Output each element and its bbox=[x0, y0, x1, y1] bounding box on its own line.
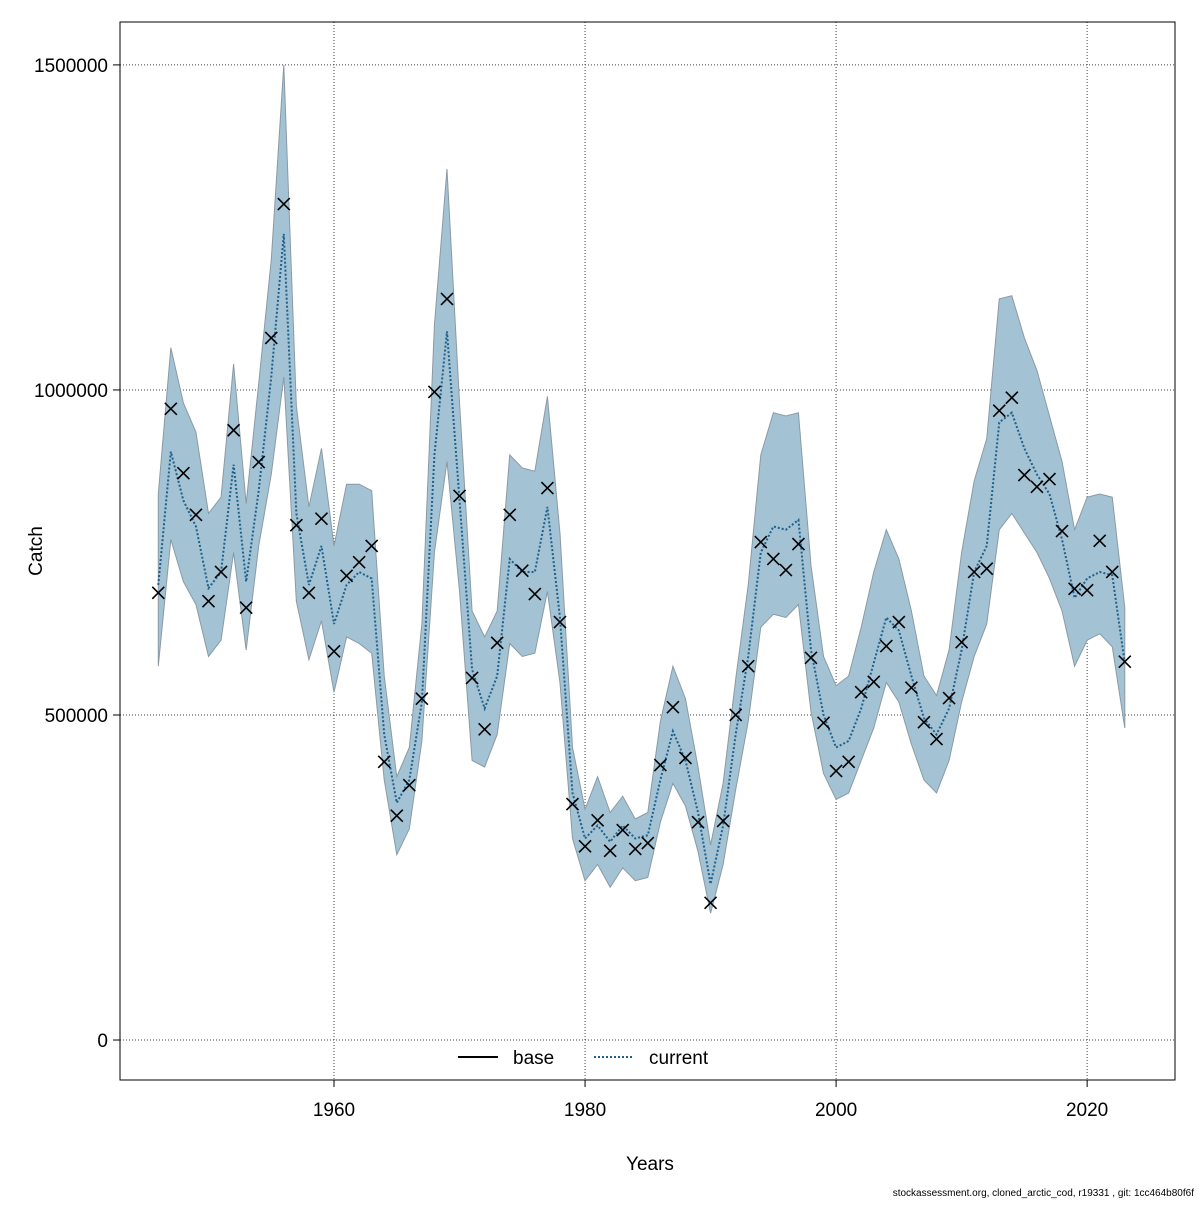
observed-marker bbox=[402, 778, 416, 792]
observed-marker bbox=[515, 564, 529, 578]
observed-marker bbox=[980, 562, 994, 576]
observed-marker bbox=[653, 758, 667, 772]
observed-marker bbox=[540, 481, 554, 495]
observed-marker bbox=[352, 555, 366, 569]
observed-marker bbox=[503, 508, 517, 522]
legend-label: current bbox=[649, 1048, 709, 1069]
observed-marker bbox=[452, 489, 467, 503]
observed-marker bbox=[904, 681, 918, 695]
x-axis-label: Years bbox=[626, 1154, 674, 1175]
observed-marker bbox=[365, 539, 379, 553]
y-tick-label: 1000000 bbox=[34, 381, 108, 402]
observed-marker bbox=[415, 692, 429, 706]
x-tick-label: 2000 bbox=[815, 1100, 857, 1121]
observed-marker bbox=[791, 537, 806, 551]
observed-marker bbox=[302, 586, 316, 600]
observed-marker bbox=[766, 552, 780, 566]
observed-marker bbox=[427, 385, 441, 399]
observed-marker bbox=[214, 565, 228, 579]
observed-marker bbox=[553, 615, 567, 629]
observed-marker bbox=[1105, 565, 1119, 579]
confidence-band bbox=[157, 64, 1126, 914]
observed-marker bbox=[277, 197, 291, 211]
observed-marker bbox=[628, 842, 642, 856]
observed-marker bbox=[164, 402, 178, 416]
observed-marker bbox=[201, 594, 216, 608]
observed-marker bbox=[390, 809, 404, 823]
observed-marker bbox=[176, 466, 190, 480]
legend-label: base bbox=[513, 1048, 554, 1069]
observed-marker bbox=[239, 601, 253, 615]
observed-marker bbox=[591, 813, 605, 827]
observed-marker bbox=[1118, 655, 1132, 669]
x-tick-label: 2020 bbox=[1066, 1100, 1108, 1121]
observed-marker bbox=[666, 700, 680, 714]
observed-marker bbox=[716, 814, 730, 828]
observed-marker bbox=[942, 691, 956, 705]
observed-marker bbox=[804, 651, 818, 665]
observed-marker bbox=[741, 659, 755, 673]
observed-marker bbox=[314, 512, 329, 526]
observed-marker bbox=[1042, 472, 1057, 486]
observed-marker bbox=[842, 755, 856, 769]
observed-marker bbox=[1030, 480, 1044, 494]
observed-marker bbox=[917, 715, 931, 729]
observed-marker bbox=[779, 563, 793, 577]
observed-marker bbox=[1068, 582, 1082, 596]
observed-marker bbox=[879, 639, 893, 653]
observed-marker bbox=[641, 836, 655, 850]
observed-marker bbox=[440, 292, 454, 306]
observed-marker bbox=[528, 587, 542, 601]
observed-marker bbox=[704, 896, 718, 910]
observed-marker bbox=[616, 823, 630, 837]
observed-marker bbox=[691, 815, 705, 829]
observed-marker bbox=[678, 751, 693, 765]
observed-marker bbox=[189, 508, 203, 522]
observed-marker bbox=[1055, 524, 1069, 538]
observed-marker bbox=[729, 708, 743, 722]
observed-marker bbox=[1093, 534, 1107, 548]
observed-marker bbox=[1005, 391, 1019, 405]
observed-marker bbox=[339, 569, 354, 583]
y-tick-label: 0 bbox=[97, 1031, 108, 1052]
observed-marker bbox=[264, 331, 278, 345]
observed-marker bbox=[377, 755, 391, 769]
observed-marker bbox=[1017, 468, 1031, 482]
observed-marker bbox=[892, 615, 906, 629]
observed-marker bbox=[327, 644, 341, 658]
y-tick-label: 1500000 bbox=[34, 56, 108, 77]
observed-marker bbox=[992, 404, 1006, 418]
observed-marker bbox=[1080, 583, 1094, 597]
observed-marker bbox=[578, 839, 592, 853]
footnote: stockassessment.org, cloned_arctic_cod, … bbox=[893, 1188, 1195, 1199]
observed-marker bbox=[227, 423, 241, 437]
observed-marker bbox=[151, 586, 165, 600]
plot-frame bbox=[119, 21, 1176, 1081]
observed-marker bbox=[829, 764, 843, 778]
observed-marker bbox=[565, 797, 580, 811]
y-axis-label: Catch bbox=[26, 526, 47, 576]
observed-marker bbox=[289, 518, 303, 532]
observed-marker bbox=[603, 844, 617, 858]
observed-marker bbox=[955, 635, 969, 649]
observed-marker bbox=[854, 685, 868, 699]
observed-marker bbox=[478, 722, 492, 736]
observed-marker bbox=[754, 535, 768, 549]
x-tick-label: 1960 bbox=[313, 1100, 355, 1121]
observed-marker bbox=[465, 671, 479, 685]
observed-marker bbox=[490, 636, 504, 650]
y-tick-label: 500000 bbox=[45, 706, 108, 727]
x-tick-label: 1980 bbox=[564, 1100, 606, 1121]
observed-marker bbox=[252, 455, 266, 469]
observed-marker bbox=[967, 565, 981, 579]
observed-marker bbox=[867, 675, 881, 689]
observed-marker bbox=[816, 716, 831, 730]
observed-marker bbox=[929, 732, 944, 746]
